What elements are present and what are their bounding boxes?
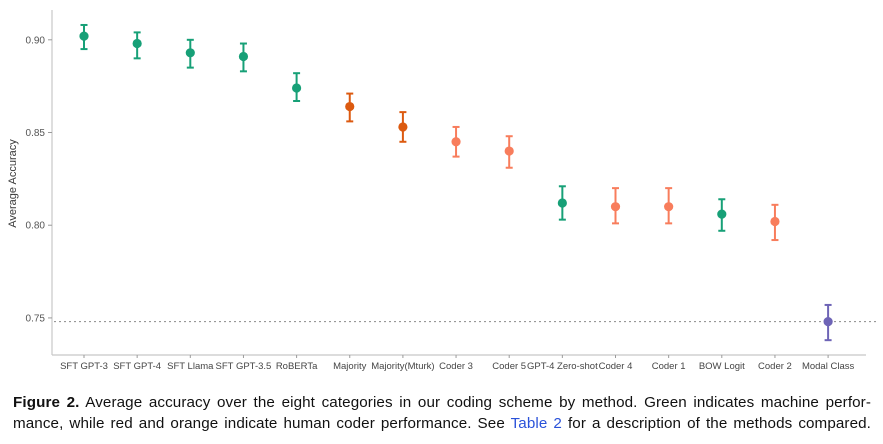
x-tick-label: SFT GPT-3.5: [216, 361, 272, 372]
x-tick-label: SFT GPT-3: [60, 361, 108, 372]
x-tick-label: Coder 5: [492, 361, 526, 372]
data-point-coder-3: [451, 125, 461, 158]
x-tick-label: Coder 1: [652, 361, 686, 372]
x-tick-label: Modal Class: [802, 361, 855, 372]
point-marker: [79, 31, 89, 41]
caption-text-2: mance, while red and orange indicate hum…: [13, 415, 511, 432]
point-marker: [292, 83, 302, 93]
figure-label: Figure 2.: [13, 394, 80, 411]
x-tick-label: SFT Llama: [167, 361, 214, 372]
data-point-majority: [345, 92, 355, 123]
point-marker: [504, 146, 514, 156]
data-point-coder-1: [664, 187, 674, 225]
point-marker: [664, 202, 674, 212]
point-marker: [238, 51, 249, 62]
y-tick-label: 0.80: [26, 221, 46, 232]
accuracy-chart: 0.75 0.80 0.85 0.90 Average Accuracy SFT GPT-…: [7, 10, 876, 372]
x-tick-label: Majority(Mturk): [371, 361, 434, 372]
figure-caption: Figure 2. Average accuracy over the eigh…: [13, 392, 871, 434]
data-point-sft-gpt-3-5: [238, 42, 249, 73]
data-point-gpt-4-zero-shot: [557, 185, 567, 221]
x-tick-label: GPT-4 Zero-shot: [527, 361, 598, 372]
x-tick-label: Majority: [333, 361, 367, 372]
data-point-sft-gpt-4: [132, 31, 142, 60]
x-tick-label: RoBERTa: [276, 361, 318, 372]
data-point-roberta: [292, 72, 302, 102]
caption-line-1: Figure 2. Average accuracy over the eigh…: [13, 392, 871, 413]
point-marker: [185, 48, 195, 58]
data-point-coder-5: [504, 135, 514, 169]
point-marker: [557, 198, 567, 208]
point-marker: [823, 317, 833, 327]
caption-text-1: Average accuracy over the eight categori…: [79, 394, 871, 411]
point-marker: [345, 101, 355, 112]
point-marker: [451, 137, 461, 147]
point-marker: [132, 38, 142, 49]
point-marker: [770, 216, 780, 227]
data-point-coder-2: [770, 203, 780, 242]
y-tick-label: 0.90: [26, 35, 46, 46]
point-marker: [398, 122, 408, 132]
point-marker: [717, 209, 727, 219]
y-axis-title: Average Accuracy: [7, 139, 19, 228]
data-point-coder-4: [610, 187, 621, 225]
table-2-link[interactable]: Table 2: [510, 415, 562, 432]
x-tick-label: Coder 4: [599, 361, 633, 372]
caption-line-2: mance, while red and orange indicate hum…: [13, 413, 871, 434]
x-tick-label: Coder 2: [758, 361, 792, 372]
x-tick-label: BOW Logit: [699, 361, 745, 372]
data-point-majority-mturk-: [398, 111, 408, 143]
point-marker: [610, 202, 621, 212]
x-tick-label: SFT GPT-4: [113, 361, 161, 372]
data-point-modal-class: [823, 303, 833, 342]
caption-text-3: for a description of the methods compare…: [561, 415, 871, 432]
y-tick-label: 0.85: [26, 128, 46, 139]
data-point-bow-logit: [717, 198, 727, 232]
x-tick-label: Coder 3: [439, 361, 473, 372]
y-tick-label: 0.75: [26, 313, 46, 324]
data-point-sft-gpt-3: [79, 23, 89, 51]
data-point-sft-llama: [185, 38, 195, 69]
